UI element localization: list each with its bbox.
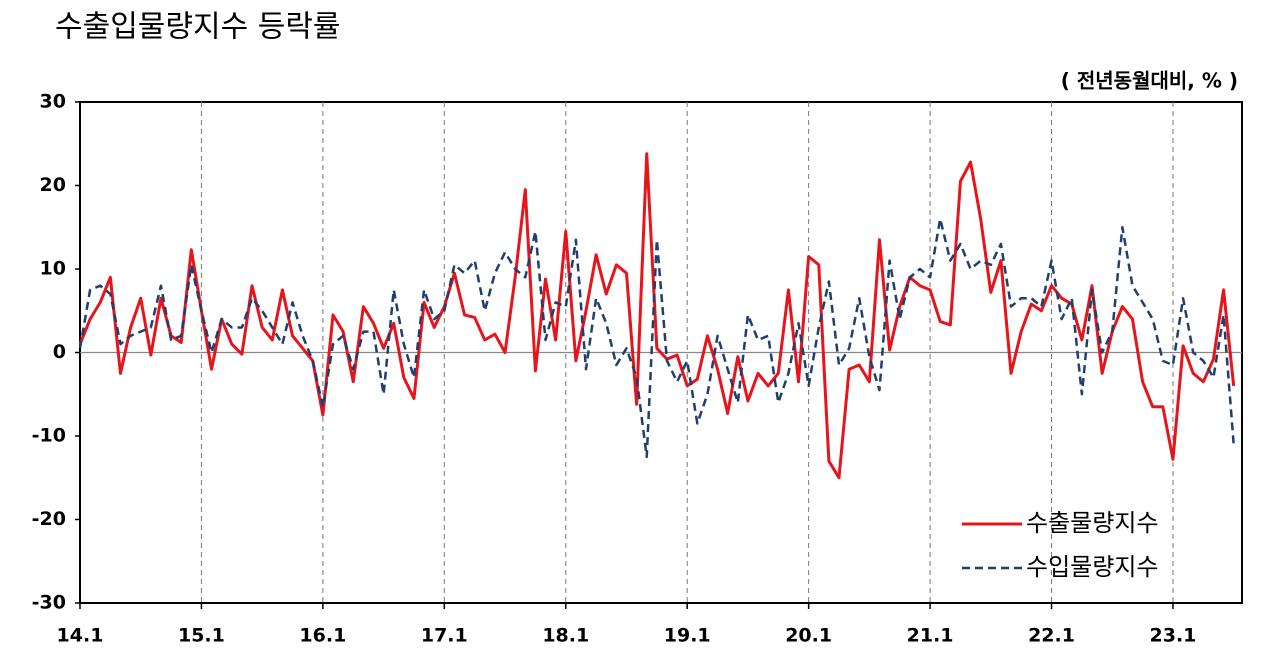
y-tick-label: -20 [32,508,66,530]
y-tick-label: -30 [32,592,66,614]
y-tick-label: 20 [40,174,66,196]
y-tick-label: 30 [40,91,66,113]
x-tick-label: 17.1 [421,625,468,647]
y-tick-label: 0 [53,341,66,363]
unit-label: ( 전년동월대비, % ) [1061,69,1238,93]
chart-title: 수출입물량지수 등락률 [55,10,341,45]
legend-label: 수출물량지수 [1026,509,1158,537]
x-tick-label: 18.1 [542,625,589,647]
x-tick-label: 22.1 [1028,625,1075,647]
x-tick-label: 20.1 [785,625,832,647]
x-tick-label: 14.1 [57,625,104,647]
legend-label: 수입물량지수 [1026,553,1158,581]
series-line [78,152,1236,480]
x-tick-label: 16.1 [299,625,346,647]
x-tick-label: 21.1 [907,625,954,647]
series-line [78,217,1235,459]
x-tick-label: 23.1 [1150,625,1197,647]
y-tick-label: -10 [32,425,66,447]
x-tick-label: 19.1 [664,625,711,647]
y-tick-label: 10 [40,258,66,280]
x-tick-label: 15.1 [178,625,225,647]
